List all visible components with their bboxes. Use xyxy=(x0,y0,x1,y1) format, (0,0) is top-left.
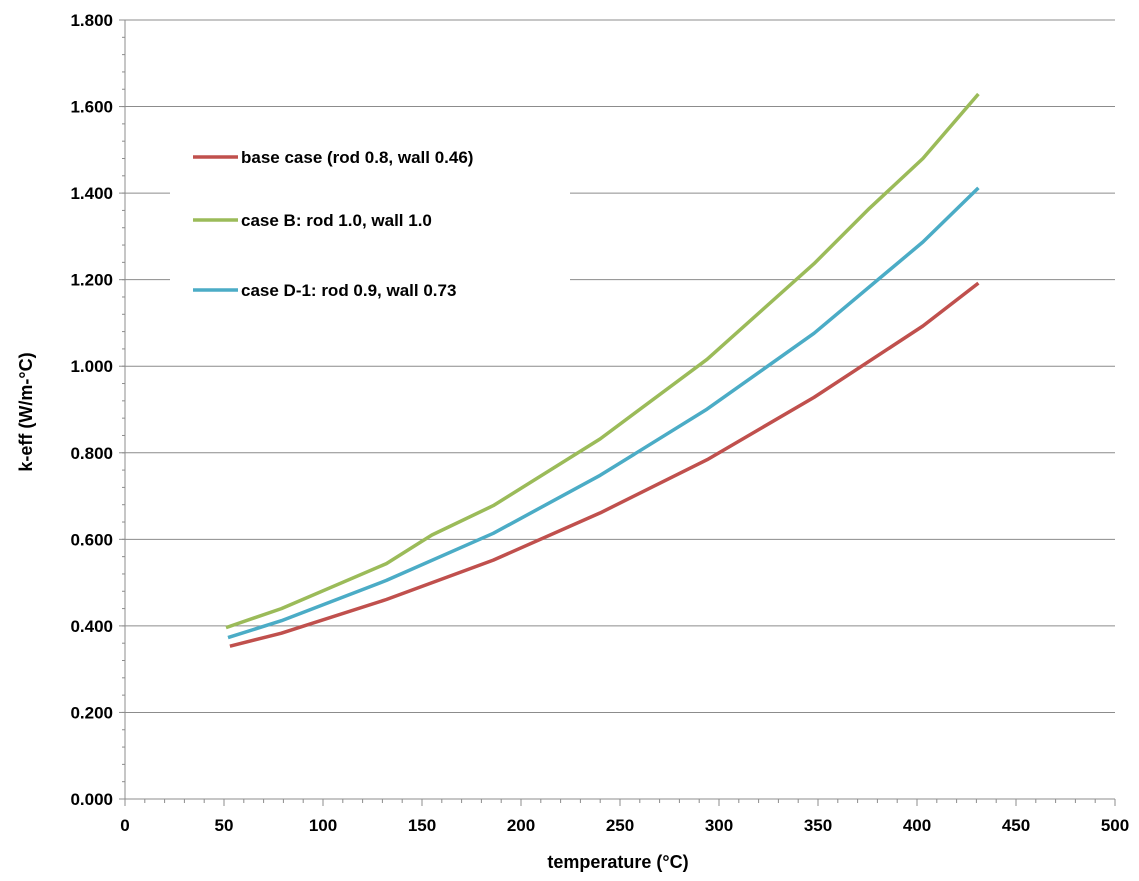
gridlines xyxy=(125,19,1115,713)
x-tick-label: 0 xyxy=(120,816,129,835)
x-tick-label: 300 xyxy=(705,816,733,835)
y-tick-label: 0.800 xyxy=(70,444,113,463)
y-tick-label: 1.400 xyxy=(70,184,113,203)
y-tick-label: 0.400 xyxy=(70,617,113,636)
series-line-2 xyxy=(225,92,980,630)
tick-labels: 0.000 0.200 0.400 0.600 0.800 1.000 1.200 1.400… xyxy=(70,11,1129,835)
series-line-1 xyxy=(229,281,980,648)
x-tick-label: 200 xyxy=(507,816,535,835)
y-tick-label: 1.000 xyxy=(70,357,113,376)
y-tick-label: 0.000 xyxy=(70,790,113,809)
y-tick-label: 0.200 xyxy=(70,703,113,722)
legend: base case (rod 0.8, wall 0.46) case B: ro… xyxy=(193,148,473,300)
legend-label-2: case B: rod 1.0, wall 1.0 xyxy=(241,211,432,230)
series-line-3 xyxy=(227,186,980,640)
y-axis-title: k-eff (W/m-°C) xyxy=(16,352,36,471)
x-tick-label: 250 xyxy=(606,816,634,835)
legend-label-3: case D-1: rod 0.9, wall 0.73 xyxy=(241,281,456,300)
y-tick-label: 1.200 xyxy=(70,271,113,290)
x-tick-label: 150 xyxy=(408,816,436,835)
legend-label-1: base case (rod 0.8, wall 0.46) xyxy=(241,148,473,167)
x-tick-label: 450 xyxy=(1002,816,1030,835)
series-lines xyxy=(225,92,980,648)
x-tick-label: 350 xyxy=(804,816,832,835)
x-tick-label: 500 xyxy=(1101,816,1129,835)
axes xyxy=(119,19,1116,806)
x-tick-label: 400 xyxy=(903,816,931,835)
y-tick-label: 0.600 xyxy=(70,530,113,549)
x-axis-title: temperature (°C) xyxy=(547,852,688,872)
x-tick-label: 50 xyxy=(215,816,234,835)
y-tick-label: 1.600 xyxy=(70,98,113,117)
x-tick-label: 100 xyxy=(309,816,337,835)
y-tick-label: 1.800 xyxy=(70,11,113,30)
